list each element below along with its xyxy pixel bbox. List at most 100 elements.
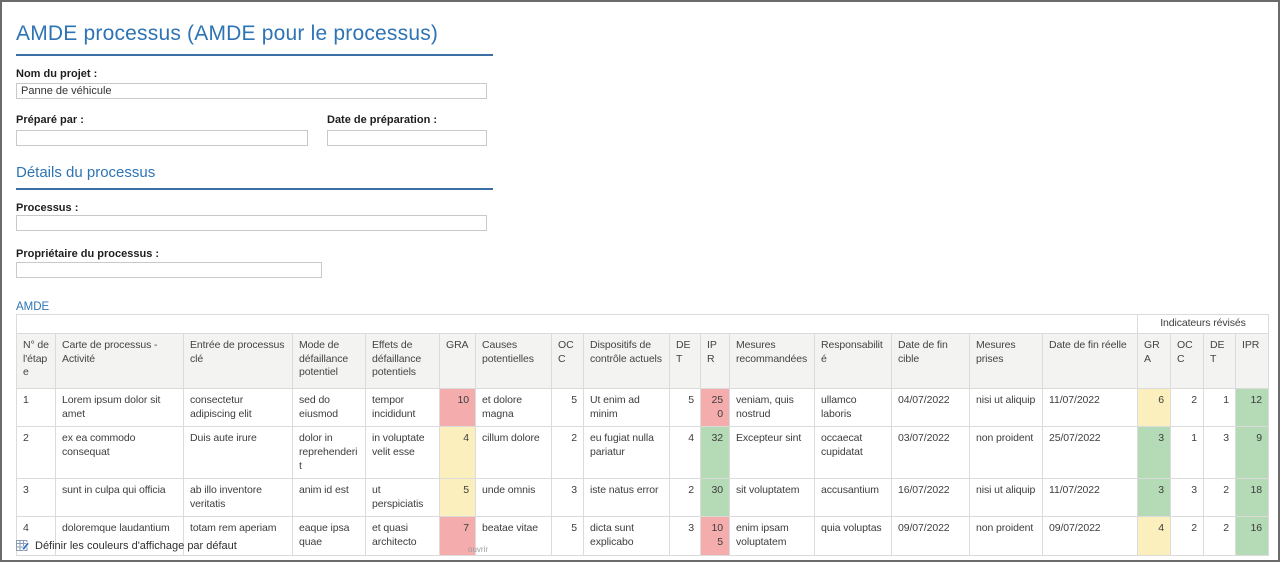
cell-actions_taken: nisi ut aliquip (969, 387, 1043, 428)
col-recommended-actions: Mesures recommandées (729, 333, 815, 389)
cell-actions_taken: non proident (969, 516, 1043, 556)
cell-responsibility: accusantium (814, 478, 892, 518)
process-input[interactable] (16, 215, 487, 231)
cell-responsibility: occaecat cupidatat (814, 426, 892, 480)
cell-gra: 10 (439, 387, 476, 428)
cell-causes: beatae vitae (475, 516, 552, 556)
col-gra: GRA (439, 333, 476, 389)
cell-actions_taken: non proident (969, 426, 1043, 480)
cell-actions_taken: nisi ut aliquip (969, 478, 1043, 518)
cell-recommended: Excepteur sint (729, 426, 815, 480)
cell-activity: sunt in culpa qui officia (55, 478, 184, 518)
cell-target_date: 03/07/2022 (891, 426, 970, 480)
cell-occ: 2 (551, 426, 584, 480)
table-row: 3 sunt in culpa qui officia ab illo invent… (16, 478, 1270, 518)
cell-r_occ: 1 (1170, 426, 1204, 480)
cell-r_det: 1 (1203, 387, 1236, 428)
cell-effects: in voluptate velit esse (365, 426, 440, 480)
cell-target_date: 09/07/2022 (891, 516, 970, 556)
process-owner-label: Propriétaire du processus : (16, 248, 160, 260)
cell-actual_date: 09/07/2022 (1042, 516, 1138, 556)
cell-ipr: 30 (700, 478, 730, 518)
cell-effects: ut perspiciatis (365, 478, 440, 518)
cell-activity: Lorem ipsum dolor sit amet (55, 387, 184, 428)
cell-entry: Duis aute irure (183, 426, 293, 480)
col-target-date: Date de fin cible (891, 333, 970, 389)
cell-det: 4 (669, 426, 701, 480)
cell-responsibility: quia voluptas (814, 516, 892, 556)
col-key-input: Entrée de processus clé (183, 333, 293, 389)
cell-entry: ab illo inventore veritatis (183, 478, 293, 518)
cell-controls: iste natus error (583, 478, 670, 518)
cell-activity: ex ea commodo consequat (55, 426, 184, 480)
cell-num: 2 (16, 426, 56, 480)
cell-actual_date: 11/07/2022 (1042, 478, 1138, 518)
cell-r_gra: 4 (1137, 516, 1171, 556)
cell-target_date: 04/07/2022 (891, 387, 970, 428)
prepared-by-label: Préparé par : (16, 114, 84, 126)
col-revised-occ: OCC (1170, 333, 1204, 389)
cell-r_det: 3 (1203, 426, 1236, 480)
cell-r_gra: 3 (1137, 426, 1171, 480)
cell-r_ipr: 18 (1234, 478, 1270, 518)
cell-entry: consectetur adipiscing elit (183, 387, 293, 428)
col-step-number: N° de l'étape (16, 333, 56, 389)
amde-section-label: AMDE (16, 301, 50, 313)
col-ipr: IPR (700, 333, 730, 389)
cell-num: 3 (16, 478, 56, 518)
process-owner-input[interactable] (16, 262, 322, 278)
table-row: 2 ex ea commodo consequat Duis aute irure d… (16, 426, 1270, 480)
cell-entry: totam rem aperiam (183, 516, 293, 556)
col-failure-effects: Effets de défaillance potentiels (365, 333, 440, 389)
cell-mode: sed do eiusmod (292, 387, 366, 428)
col-actions-taken: Mesures prises (969, 333, 1043, 389)
col-responsibility: Responsabilité (814, 333, 892, 389)
col-revised-gra: GRA (1137, 333, 1171, 389)
cell-det: 5 (669, 387, 701, 428)
cell-r_gra: 6 (1137, 387, 1171, 428)
title-underline (16, 54, 493, 56)
cell-r_ipr: 16 (1234, 516, 1270, 556)
page-title: AMDE processus (AMDE pour le processus) (16, 22, 439, 45)
set-display-colors-label: Définir les couleurs d'affichage par déf… (35, 539, 237, 552)
open-link[interactable]: ouvrir (468, 545, 489, 554)
cell-controls: dicta sunt explicabo (583, 516, 670, 556)
cell-recommended: enim ipsam voluptatem (729, 516, 815, 556)
details-underline (16, 188, 493, 190)
cell-det: 3 (669, 516, 701, 556)
cell-causes: et dolore magna (475, 387, 552, 428)
cell-r_det: 2 (1203, 478, 1236, 518)
cell-occ: 3 (551, 478, 584, 518)
cell-r_det: 2 (1203, 516, 1236, 556)
col-revised-ipr: IPR (1234, 333, 1270, 389)
table-row: 4 doloremque laudantium totam rem aperiam e… (16, 516, 1270, 556)
prepared-by-input[interactable] (16, 130, 308, 146)
cell-r_gra: 3 (1137, 478, 1171, 518)
cell-actual_date: 11/07/2022 (1042, 387, 1138, 428)
cell-r_occ: 2 (1170, 387, 1204, 428)
group-header-row: Indicateurs révisés (16, 314, 1270, 334)
cell-gra: 4 (439, 426, 476, 480)
cell-target_date: 16/07/2022 (891, 478, 970, 518)
cell-mode: anim id est (292, 478, 366, 518)
cell-occ: 5 (551, 516, 584, 556)
cell-actual_date: 25/07/2022 (1042, 426, 1138, 480)
cell-det: 2 (669, 478, 701, 518)
col-revised-det: DET (1203, 333, 1236, 389)
preparation-date-input[interactable] (327, 130, 487, 146)
cell-mode: dolor in reprehenderit (292, 426, 366, 480)
process-label: Processus : (16, 202, 79, 214)
cell-controls: Ut enim ad minim (583, 387, 670, 428)
project-name-input[interactable] (16, 83, 487, 99)
cell-ipr: 105 (700, 516, 730, 556)
revised-indicators-group-header: Indicateurs révisés (1136, 314, 1270, 334)
table-row: 1 Lorem ipsum dolor sit amet consectetur a… (16, 387, 1270, 428)
cell-num: 1 (16, 387, 56, 428)
cell-ipr: 250 (700, 387, 730, 428)
set-display-colors-button[interactable]: Définir les couleurs d'affichage par déf… (16, 539, 237, 552)
preparation-date-label: Date de préparation : (327, 114, 438, 126)
cell-effects: et quasi architecto (365, 516, 440, 556)
cell-r_ipr: 9 (1234, 426, 1270, 480)
col-occ: OCC (551, 333, 584, 389)
